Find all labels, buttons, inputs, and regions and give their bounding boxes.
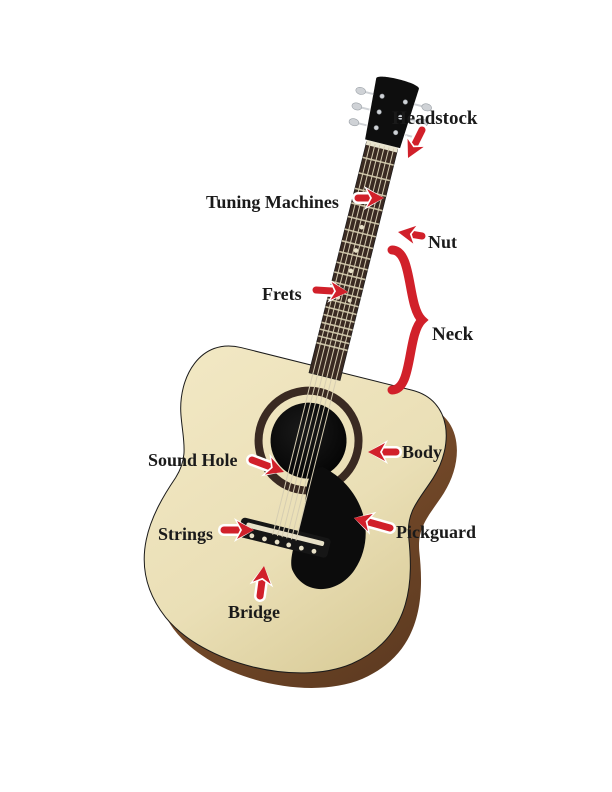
diagram-stage: Headstock Tuning Machines Nut Frets Neck Soun… bbox=[0, 0, 612, 792]
arrow-strings bbox=[224, 518, 254, 542]
arrow-frets bbox=[315, 278, 348, 304]
arrow-bridge bbox=[248, 564, 276, 597]
label-frets: Frets bbox=[262, 284, 302, 305]
arrow-body bbox=[368, 440, 396, 464]
arrow-headstock bbox=[397, 125, 432, 164]
label-nut: Nut bbox=[428, 232, 457, 253]
label-neck: Neck bbox=[432, 324, 473, 346]
arrow-pickguard bbox=[351, 506, 393, 539]
label-overlay bbox=[0, 0, 612, 792]
brace-neck bbox=[392, 250, 422, 390]
label-body: Body bbox=[402, 442, 442, 463]
label-bridge: Bridge bbox=[228, 602, 280, 623]
label-headstock: Headstock bbox=[392, 108, 478, 130]
label-tuning-machines: Tuning Machines bbox=[206, 192, 339, 213]
arrow-sound-hole bbox=[248, 449, 288, 483]
label-sound-hole: Sound Hole bbox=[148, 450, 238, 471]
arrow-tuning-machines bbox=[358, 186, 384, 210]
label-pickguard: Pickguard bbox=[396, 522, 476, 543]
arrow-nut bbox=[396, 220, 424, 248]
label-strings: Strings bbox=[158, 524, 213, 545]
